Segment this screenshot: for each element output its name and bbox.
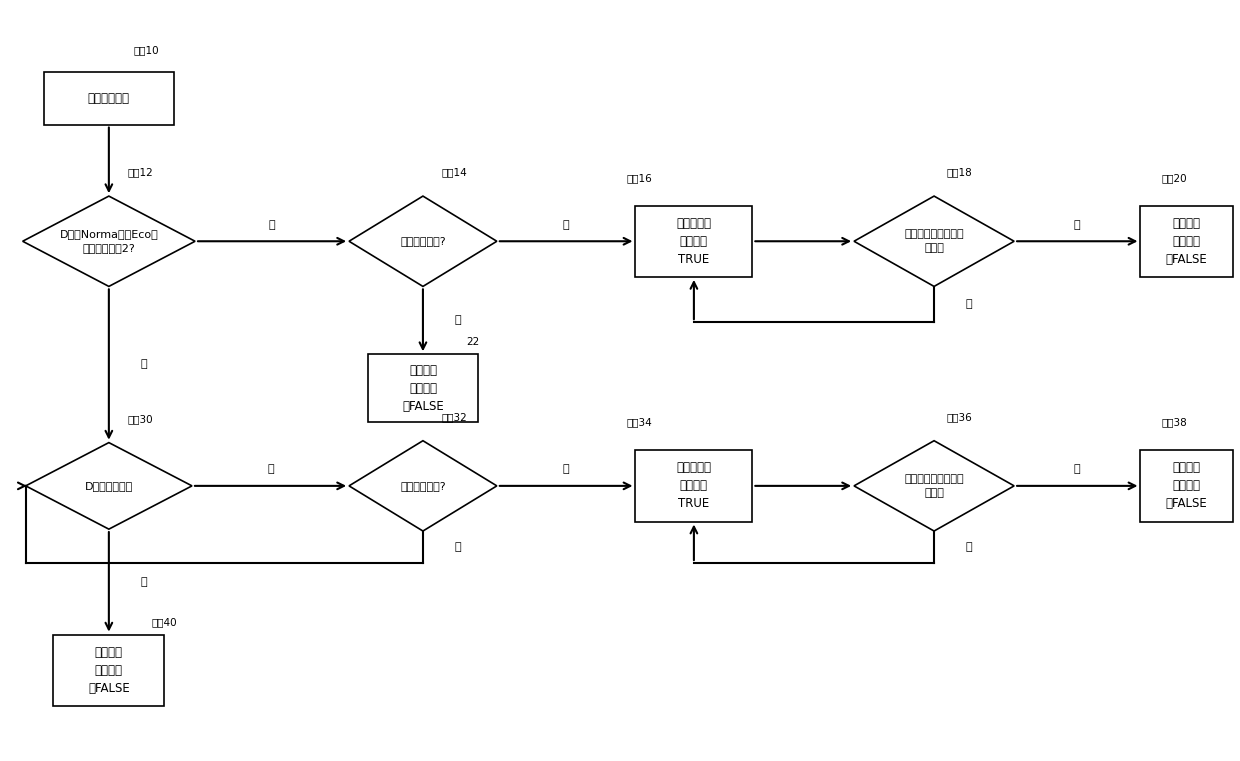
Text: 步骤14: 步骤14 bbox=[441, 167, 467, 177]
Text: 步骤20: 步骤20 bbox=[1162, 173, 1188, 183]
Text: 否: 否 bbox=[140, 577, 146, 587]
Text: 条件一下是否满足退
出条件: 条件一下是否满足退 出条件 bbox=[904, 229, 963, 253]
Text: 手动模式激
活标志位
TRUE: 手动模式激 活标志位 TRUE bbox=[676, 461, 712, 511]
Text: 手动模式激
活标志位
TRUE: 手动模式激 活标志位 TRUE bbox=[676, 217, 712, 266]
Text: 是: 是 bbox=[269, 220, 275, 230]
Polygon shape bbox=[348, 441, 497, 531]
Bar bbox=[1141, 450, 1233, 521]
Text: 手动模式
激活标志
位FALSE: 手动模式 激活标志 位FALSE bbox=[88, 646, 130, 695]
Text: 步骤10: 步骤10 bbox=[134, 46, 159, 56]
Text: 按下换挡拨片?: 按下换挡拨片? bbox=[401, 236, 445, 247]
Text: 否: 否 bbox=[965, 299, 972, 309]
Text: 否: 否 bbox=[454, 542, 461, 552]
Text: 步骤40: 步骤40 bbox=[153, 617, 177, 627]
Text: 否: 否 bbox=[965, 542, 972, 552]
Bar bbox=[53, 635, 164, 706]
Bar bbox=[635, 450, 753, 521]
Bar bbox=[367, 354, 479, 422]
Text: 否: 否 bbox=[454, 315, 461, 325]
Text: 步骤34: 步骤34 bbox=[626, 418, 652, 428]
Text: 步骤38: 步骤38 bbox=[1162, 418, 1188, 428]
Text: 是: 是 bbox=[267, 464, 274, 474]
Text: 是: 是 bbox=[563, 464, 569, 474]
Text: 条件二下是否满足退
出条件: 条件二下是否满足退 出条件 bbox=[904, 474, 963, 498]
Text: 手动模式
激活标志
位FALSE: 手动模式 激活标志 位FALSE bbox=[1166, 217, 1208, 266]
Bar bbox=[635, 205, 753, 277]
Polygon shape bbox=[26, 443, 192, 529]
Polygon shape bbox=[22, 196, 195, 286]
Text: 按下换挡拨片?: 按下换挡拨片? bbox=[401, 481, 445, 491]
Text: 是: 是 bbox=[1074, 464, 1080, 474]
Text: 22: 22 bbox=[466, 336, 480, 346]
Text: 自动变速模式: 自动变速模式 bbox=[88, 92, 130, 105]
Polygon shape bbox=[854, 196, 1014, 286]
Polygon shape bbox=[348, 196, 497, 286]
Text: 是: 是 bbox=[1074, 220, 1080, 230]
Text: 手动模式
激活标志
位FALSE: 手动模式 激活标志 位FALSE bbox=[1166, 461, 1208, 511]
Text: 步骤32: 步骤32 bbox=[441, 412, 467, 422]
Text: 否: 否 bbox=[140, 359, 146, 370]
Text: D档，运动模式: D档，运动模式 bbox=[84, 481, 133, 491]
Text: 是: 是 bbox=[563, 220, 569, 230]
Text: 步骤18: 步骤18 bbox=[946, 167, 972, 177]
Polygon shape bbox=[854, 441, 1014, 531]
Text: D档，Norma或者Eco模
式，车速大于2?: D档，Norma或者Eco模 式，车速大于2? bbox=[60, 229, 159, 253]
Text: 步骤36: 步骤36 bbox=[946, 412, 972, 422]
Text: 步骤16: 步骤16 bbox=[626, 173, 652, 183]
Bar bbox=[45, 72, 174, 125]
Text: 步骤30: 步骤30 bbox=[128, 414, 153, 424]
Text: 手动模式
激活标志
位FALSE: 手动模式 激活标志 位FALSE bbox=[402, 364, 444, 412]
Text: 步骤12: 步骤12 bbox=[128, 167, 153, 177]
Bar bbox=[1141, 205, 1233, 277]
